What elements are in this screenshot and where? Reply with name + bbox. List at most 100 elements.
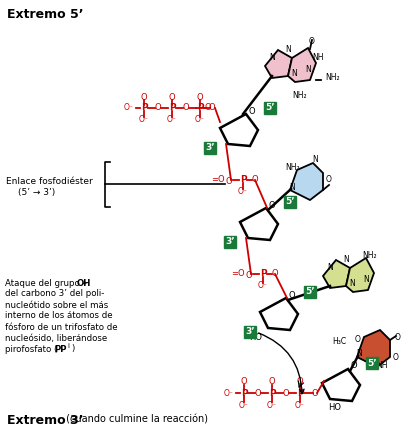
Text: Enlace fosfodiéster: Enlace fosfodiéster	[6, 178, 93, 187]
Text: O⁻: O⁻	[238, 187, 248, 197]
Text: O: O	[393, 353, 399, 362]
Text: O: O	[283, 388, 289, 397]
Text: nucleósido, liberándose: nucleósido, liberándose	[5, 334, 107, 343]
Polygon shape	[265, 50, 292, 78]
Text: P: P	[141, 104, 147, 113]
Text: O: O	[169, 92, 175, 101]
Text: O: O	[183, 104, 189, 113]
Polygon shape	[288, 48, 316, 82]
Text: interno de los átomos de: interno de los átomos de	[5, 311, 113, 320]
Text: ): )	[71, 344, 74, 353]
Text: NH: NH	[312, 53, 324, 62]
Text: O: O	[269, 378, 275, 387]
Polygon shape	[220, 114, 258, 146]
FancyArrowPatch shape	[259, 333, 304, 394]
Text: O: O	[197, 92, 203, 101]
Text: O: O	[246, 270, 252, 280]
Text: Extremo 3’: Extremo 3’	[7, 414, 83, 427]
Text: NH₂: NH₂	[293, 92, 307, 101]
Polygon shape	[323, 260, 350, 288]
Text: fósforo de un trifosfato de: fósforo de un trifosfato de	[5, 322, 118, 332]
Text: (5’ → 3’): (5’ → 3’)	[18, 188, 55, 197]
Text: HO: HO	[328, 403, 341, 412]
Text: O: O	[272, 270, 278, 279]
Text: (cuando culmine la reacción): (cuando culmine la reacción)	[63, 415, 208, 425]
Text: O: O	[326, 175, 332, 184]
Polygon shape	[322, 369, 360, 401]
Text: i: i	[67, 343, 69, 349]
Polygon shape	[290, 163, 323, 200]
Text: 5’: 5’	[285, 197, 295, 206]
Text: 5’: 5’	[305, 288, 315, 297]
Text: H₃C: H₃C	[332, 338, 346, 347]
Text: O: O	[312, 390, 318, 399]
Text: O: O	[309, 37, 315, 46]
Text: O: O	[355, 335, 361, 344]
Text: P: P	[269, 388, 275, 397]
Text: P: P	[197, 104, 203, 113]
Text: N: N	[291, 70, 297, 79]
Text: N: N	[356, 350, 362, 359]
Text: P: P	[169, 104, 175, 113]
Text: O: O	[351, 362, 357, 371]
Text: O⁻: O⁻	[267, 400, 277, 409]
Text: N: N	[312, 154, 318, 163]
Text: N: N	[289, 182, 295, 191]
Text: N: N	[269, 53, 275, 62]
Text: 3’: 3’	[225, 237, 235, 246]
Text: N: N	[285, 46, 291, 55]
Text: O: O	[141, 92, 147, 101]
Text: NH₂: NH₂	[286, 163, 300, 172]
Text: 5’: 5’	[265, 104, 275, 113]
Text: O: O	[252, 175, 258, 184]
Text: O⁻: O⁻	[139, 116, 149, 125]
Text: HO: HO	[250, 332, 262, 341]
Text: O: O	[208, 104, 215, 113]
Text: O: O	[255, 388, 261, 397]
Text: del carbono 3’ del poli-: del carbono 3’ del poli-	[5, 289, 104, 298]
Text: O: O	[241, 378, 247, 387]
Text: P: P	[297, 388, 303, 397]
Text: Ataque del grupo –: Ataque del grupo –	[5, 279, 87, 288]
Text: O: O	[205, 104, 211, 113]
Text: P: P	[241, 388, 247, 397]
Polygon shape	[260, 298, 298, 330]
Text: O: O	[226, 176, 232, 185]
Text: O⁻: O⁻	[223, 388, 233, 397]
Text: O⁻: O⁻	[195, 116, 205, 125]
Text: N: N	[349, 280, 355, 289]
Polygon shape	[357, 330, 390, 367]
Text: 3’: 3’	[205, 144, 215, 153]
Text: N: N	[343, 255, 349, 264]
Text: N: N	[305, 65, 311, 74]
Text: =O: =O	[211, 175, 225, 184]
Text: O⁻: O⁻	[167, 116, 177, 125]
Text: P: P	[259, 270, 266, 279]
Polygon shape	[346, 258, 374, 292]
Text: Extremo 5’: Extremo 5’	[7, 7, 84, 21]
Text: O⁻: O⁻	[123, 104, 133, 113]
Text: O: O	[269, 200, 275, 209]
Text: O: O	[297, 378, 303, 387]
Text: pirofosfato (: pirofosfato (	[5, 344, 58, 353]
Text: O: O	[289, 291, 295, 300]
Text: N: N	[327, 264, 333, 273]
Text: O: O	[155, 104, 161, 113]
Text: O: O	[395, 334, 401, 343]
Text: NH: NH	[376, 362, 388, 371]
Text: P: P	[239, 175, 246, 184]
Text: 3’: 3’	[245, 328, 255, 337]
Text: 5’: 5’	[367, 359, 377, 368]
Text: NH₂: NH₂	[363, 252, 377, 261]
Text: nucleótido sobre el más: nucleótido sobre el más	[5, 301, 108, 310]
Text: OH: OH	[77, 279, 91, 288]
Text: N: N	[363, 276, 369, 285]
Text: O⁻: O⁻	[258, 282, 268, 291]
Text: O⁻: O⁻	[239, 400, 249, 409]
Polygon shape	[240, 208, 278, 240]
Text: NH₂: NH₂	[325, 74, 339, 83]
Text: =O: =O	[231, 270, 245, 279]
Text: O: O	[249, 107, 255, 116]
Text: O⁻: O⁻	[295, 400, 305, 409]
Text: PP: PP	[54, 344, 67, 353]
